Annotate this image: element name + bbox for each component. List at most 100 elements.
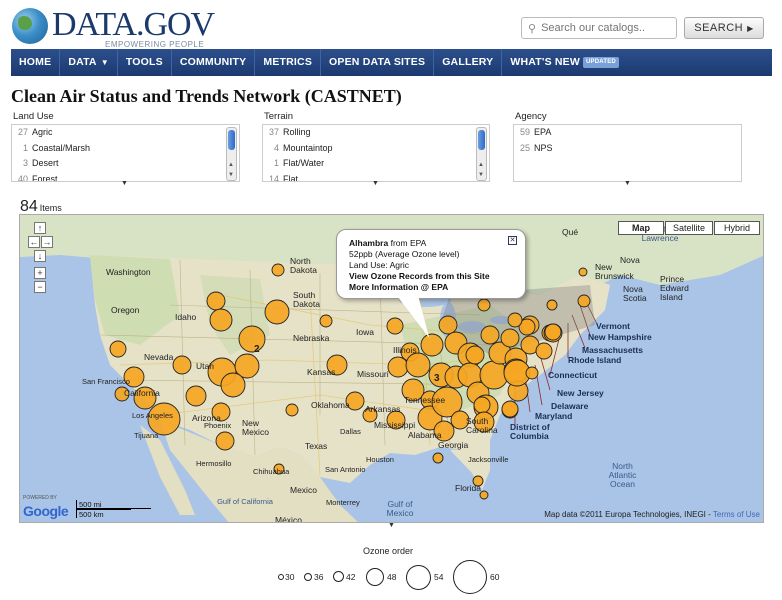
legend-title: Ozone order: [363, 546, 414, 556]
filter-option[interactable]: 40 Forest: [12, 172, 239, 182]
place-label: Iowa: [356, 327, 374, 337]
nav-data[interactable]: DATA ▼: [60, 49, 118, 76]
option-count: 37: [268, 127, 279, 137]
scroll-up-icon[interactable]: ▲: [478, 162, 484, 168]
search-box[interactable]: ⚲: [521, 17, 677, 39]
legend-circle: [333, 571, 344, 582]
search-button[interactable]: SEARCH ▶: [684, 17, 764, 39]
items-count-label: Items: [39, 203, 62, 213]
nav-whats-new[interactable]: WHAT'S NEW UPDATED: [502, 49, 627, 76]
scroll-down-icon[interactable]: ▼: [228, 172, 234, 178]
station-marker: [450, 410, 470, 430]
expand-arrow-icon[interactable]: ▼: [121, 180, 128, 187]
pan-left-icon[interactable]: ←: [28, 236, 40, 248]
legend-circle: [406, 565, 431, 590]
station-marker: [209, 308, 233, 332]
callout-label: New Jersey: [557, 388, 604, 398]
pan-up-icon[interactable]: ↑: [34, 222, 46, 234]
place-label: Alabama: [408, 430, 442, 440]
pan-down-icon[interactable]: ↓: [34, 250, 46, 262]
place-label: Tennessee: [404, 395, 446, 405]
datagov-logo[interactable]: DATA.GOV EMPOWERING PEOPLE: [10, 6, 215, 49]
filter-option[interactable]: 14 Flat: [263, 172, 489, 182]
cluster-count[interactable]: 2: [254, 344, 260, 355]
callout-label: Connecticut: [548, 370, 598, 380]
scroll-thumb[interactable]: [478, 130, 485, 150]
globe-icon: [12, 8, 48, 44]
more-info-link[interactable]: More Information @ EPA: [349, 282, 449, 292]
legend-value: 42: [346, 572, 356, 582]
filter-option[interactable]: 27 Agric: [12, 125, 239, 141]
nav-open-data-sites[interactable]: OPEN DATA SITES: [321, 49, 435, 76]
ocean-label: Gulf of Mexico: [386, 499, 414, 518]
terms-of-use-link[interactable]: Terms of Use: [712, 510, 760, 519]
updated-badge: UPDATED: [583, 56, 619, 68]
cluster-count[interactable]: 3: [434, 373, 440, 384]
nav-tools[interactable]: TOOLS: [118, 49, 172, 76]
close-icon[interactable]: ✕: [508, 236, 517, 245]
map-type-satellite[interactable]: Satellite: [665, 221, 713, 235]
info-title: Alhambra from EPA: [349, 238, 513, 249]
ocean-label: North Atlantic Ocean: [608, 461, 637, 489]
station-marker: [211, 402, 231, 422]
search-input[interactable]: [541, 22, 667, 34]
view-ozone-records-link[interactable]: View Ozone Records from this Site: [349, 271, 490, 281]
expand-arrow-icon[interactable]: ▼: [624, 180, 631, 187]
attribution-text: Map data ©2011 Europa Technologies, INEG…: [544, 510, 711, 519]
chevron-down-icon: ▼: [100, 58, 109, 67]
station-marker: [206, 291, 226, 311]
scroll-up-icon[interactable]: ▲: [228, 162, 234, 168]
station-marker: [147, 402, 181, 436]
legend-value: 60: [490, 572, 500, 582]
station-marker: [431, 386, 463, 418]
filter-option[interactable]: 59 EPA: [514, 125, 741, 141]
filter-label: Land Use: [13, 111, 54, 122]
nav-gallery[interactable]: GALLERY: [434, 49, 503, 76]
map-view[interactable]: 2 3 Washington Oregon Idaho Nevada Utah …: [19, 214, 764, 523]
scroll-thumb[interactable]: [228, 130, 235, 150]
filter-option[interactable]: 37 Rolling: [263, 125, 489, 141]
info-site-name: Alhambra: [349, 238, 389, 248]
nav-community[interactable]: COMMUNITY: [172, 49, 256, 76]
filter-option[interactable]: 1 Coastal/Marsh: [12, 141, 239, 157]
station-marker: [133, 386, 157, 410]
zoom-out-icon[interactable]: −: [34, 281, 46, 293]
place-label: Mississippi: [374, 420, 416, 430]
place-label: Los Angeles: [132, 411, 173, 420]
option-count: 14: [268, 173, 279, 182]
items-count-number: 84: [20, 198, 38, 215]
scrollbar[interactable]: ▲ ▼: [226, 127, 237, 181]
logo-text: DATA.GOV: [52, 6, 215, 43]
expand-arrow-icon[interactable]: ▼: [372, 180, 379, 187]
scroll-down-icon[interactable]: ▼: [478, 172, 484, 178]
option-name: NPS: [534, 142, 553, 153]
place-label: Georgia: [438, 440, 469, 450]
filter-list: 27 Agric 1 Coastal/Marsh 3 Desert 40 Forest …: [11, 124, 240, 182]
info-land-use: Land Use: Agric: [349, 260, 410, 270]
pan-right-icon[interactable]: →: [41, 236, 53, 248]
search-icon: ⚲: [528, 22, 537, 35]
filter-option[interactable]: 25 NPS: [514, 141, 741, 157]
filter-option[interactable]: 1 Flat/Water: [263, 156, 489, 172]
search-button-label: SEARCH: [694, 22, 744, 34]
station-marker: [234, 353, 260, 379]
logo-tagline: EMPOWERING PEOPLE: [105, 40, 205, 49]
option-count: 40: [17, 173, 28, 182]
map-type-hybrid[interactable]: Hybrid: [714, 221, 760, 235]
map-type-map[interactable]: Map: [618, 221, 664, 235]
filter-option[interactable]: 3 Desert: [12, 156, 239, 172]
nav-home[interactable]: HOME: [11, 49, 61, 76]
zoom-in-icon[interactable]: +: [34, 267, 46, 279]
nav-metrics[interactable]: METRICS: [255, 49, 322, 76]
option-count: 3: [22, 158, 28, 168]
place-label: Idaho: [175, 312, 197, 322]
google-logo[interactable]: POWERED BY Google: [23, 495, 69, 519]
expand-arrow-icon[interactable]: ▼: [388, 522, 395, 529]
station-markers: [109, 263, 591, 500]
filter-option[interactable]: 4 Mountaintop: [263, 141, 489, 157]
station-marker: [432, 452, 444, 464]
option-name: Desert: [32, 158, 59, 168]
scrollbar[interactable]: ▲ ▼: [476, 127, 487, 181]
option-name: Flat: [283, 173, 299, 182]
place-label: Nevada: [144, 352, 174, 362]
